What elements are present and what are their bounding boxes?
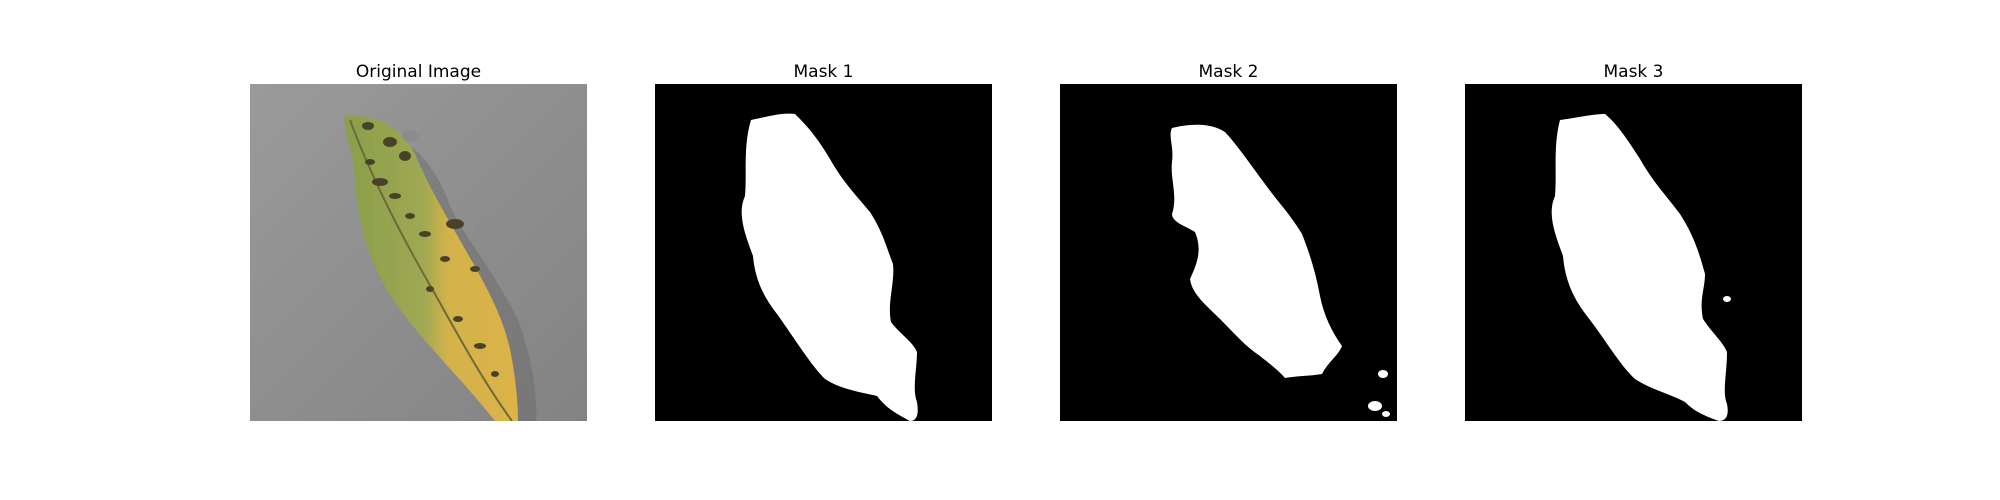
- panel-title: Mask 2: [1198, 62, 1259, 82]
- leaf-mask: [1060, 84, 1397, 421]
- panel-title: Original Image: [355, 62, 482, 82]
- leaf-mask: [655, 84, 992, 421]
- leaf-spots: [362, 122, 499, 377]
- leaf-photo-svg: [250, 84, 587, 421]
- mask-3-svg: [1465, 84, 1802, 421]
- panel-mask-3: Mask 3: [1465, 60, 1802, 421]
- mask-specks: [1368, 370, 1390, 417]
- mask-foreground: [1170, 124, 1342, 378]
- leaf-photo: [250, 84, 587, 421]
- panel-title: Mask 3: [1603, 62, 1664, 82]
- mask-2-svg: [1060, 84, 1397, 421]
- mask-foreground: [741, 113, 918, 421]
- panel-original-image: Original Image: [250, 60, 587, 421]
- leaf-mask: [1465, 84, 1802, 421]
- mask-foreground: [1551, 114, 1728, 421]
- leaf-holes: [402, 130, 500, 248]
- panel-title: Mask 1: [793, 62, 854, 82]
- leaf-midrib: [349, 119, 513, 421]
- mask-1-svg: [655, 84, 992, 421]
- mask-speck: [1723, 296, 1731, 302]
- panel-mask-2: Mask 2: [1060, 60, 1397, 421]
- panel-mask-1: Mask 1: [655, 60, 992, 421]
